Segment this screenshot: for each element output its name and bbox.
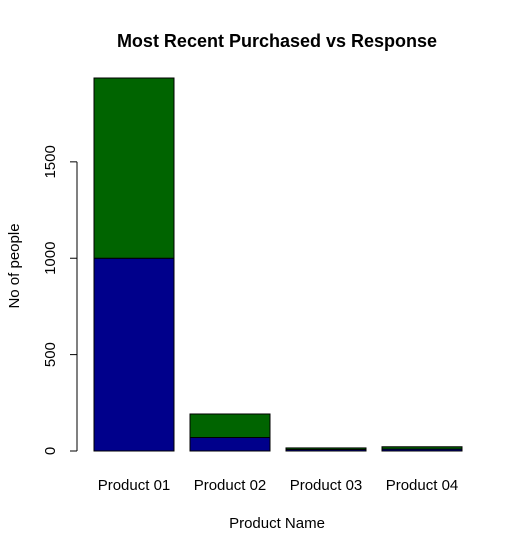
bar-4-segment-2 [381,446,463,450]
x-tick-label-4: Product 04 [386,477,459,494]
chart-title: Most Recent Purchased vs Response [117,31,437,51]
bars-group [93,77,463,452]
y-axis: 0 500 1000 1500 [42,145,78,455]
y-tick-label-1000: 1000 [42,242,59,275]
bar-2-segment-1 [189,437,271,452]
y-axis-label: No of people [6,223,23,308]
y-tick-label-0: 0 [42,447,59,455]
x-tick-labels: Product 01 Product 02 Product 03 Product 04 [98,477,459,494]
bar-3-segment-2 [285,447,367,450]
bar-1-segment-2 [93,77,175,259]
x-tick-label-3: Product 03 [290,477,363,494]
y-tick-label-500: 500 [42,342,59,367]
bar-2-segment-2 [189,413,271,439]
x-axis-label: Product Name [229,515,325,532]
y-tick-label-1500: 1500 [42,145,59,178]
x-tick-label-2: Product 02 [194,477,267,494]
bar-1-segment-1 [93,257,175,452]
x-tick-label-1: Product 01 [98,477,171,494]
